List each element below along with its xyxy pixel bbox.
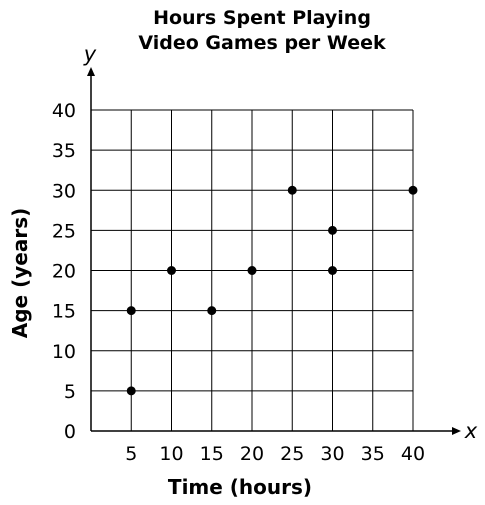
data-point — [328, 225, 337, 235]
chart-title-line-1: Hours Spent Playing — [153, 7, 371, 29]
data-point — [167, 266, 176, 275]
x-tick-label: 20 — [240, 443, 264, 465]
data-points — [126, 185, 418, 396]
y-tick-label: 15 — [52, 301, 76, 323]
y-tick-label: 40 — [52, 100, 76, 122]
y-tick-label: 0 — [64, 421, 76, 443]
y-tick-label: 20 — [52, 261, 76, 283]
x-axis-label: Time (hours) — [168, 475, 312, 499]
tick-labels: 5 10 15 20 25 30 35 40 0 5 10 15 20 25 30 35 40 — [52, 100, 425, 465]
y-tick-label: 5 — [64, 381, 76, 403]
x-axis-arrow — [452, 427, 461, 435]
y-tick-label: 30 — [52, 180, 76, 202]
data-point — [287, 185, 297, 195]
y-tick-label: 10 — [52, 341, 76, 363]
x-tick-label: 25 — [280, 443, 304, 465]
data-point — [126, 306, 136, 316]
y-axis-arrow — [87, 67, 95, 76]
x-tick-label: 10 — [159, 443, 183, 465]
x-tick-label: 35 — [361, 443, 385, 465]
x-tick-label: 40 — [401, 443, 425, 465]
chart-title-line-2: Video Games per Week — [138, 32, 386, 54]
data-point — [328, 266, 337, 275]
axes — [87, 67, 461, 435]
y-axis-letter: y — [83, 42, 97, 66]
y-tick-label: 25 — [52, 220, 76, 242]
x-tick-label: 5 — [125, 443, 137, 465]
data-point — [408, 185, 418, 195]
y-tick-label: 35 — [52, 140, 76, 162]
y-axis-label: Age (years) — [8, 208, 32, 338]
data-point — [247, 266, 257, 275]
x-tick-label: 15 — [200, 443, 224, 465]
x-tick-label: 30 — [320, 443, 344, 465]
data-point — [207, 306, 217, 316]
x-axis-letter: x — [464, 419, 478, 443]
data-point — [126, 386, 136, 396]
